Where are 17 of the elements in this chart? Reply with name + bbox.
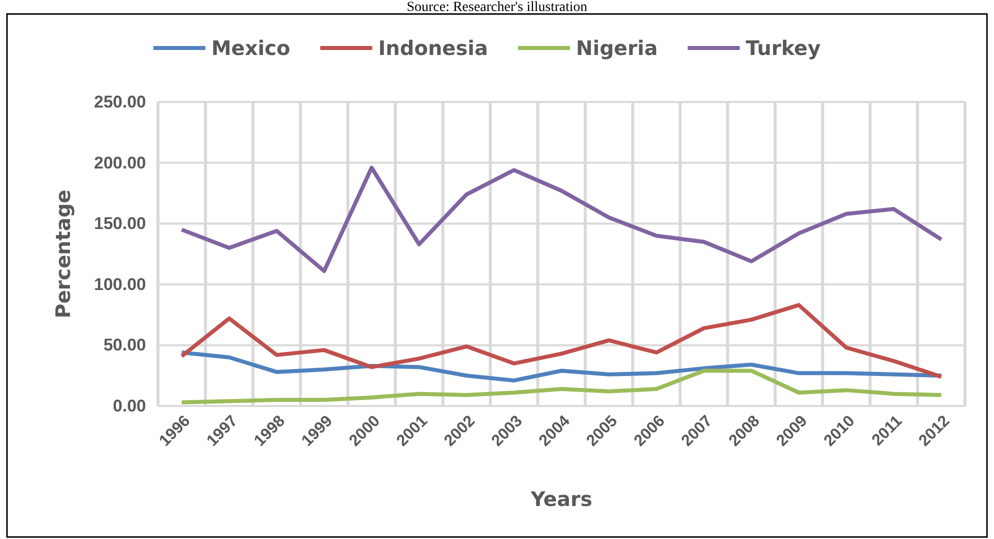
line-series [180, 368, 944, 404]
legend-label: Mexico [211, 36, 290, 60]
line-series [180, 303, 944, 379]
legend-label: Turkey [746, 36, 821, 60]
line-series [180, 350, 944, 382]
source-note: Source: Researcher's illustration [406, 0, 588, 15]
y-tick-label: 0.00 [112, 396, 146, 416]
line-series [180, 166, 944, 274]
y-tick-label: 250.00 [94, 92, 146, 112]
y-tick-label: 100.00 [94, 274, 146, 294]
y-tick-label: 200.00 [94, 153, 146, 172]
y-tick-label: 150.00 [94, 214, 146, 234]
legend-label: Nigeria [576, 36, 658, 60]
y-axis-title: Percentage [51, 190, 75, 318]
y-tick-label: 50.00 [103, 336, 146, 355]
x-axis-title: Years [530, 487, 592, 511]
legend-label: Indonesia [378, 36, 488, 60]
